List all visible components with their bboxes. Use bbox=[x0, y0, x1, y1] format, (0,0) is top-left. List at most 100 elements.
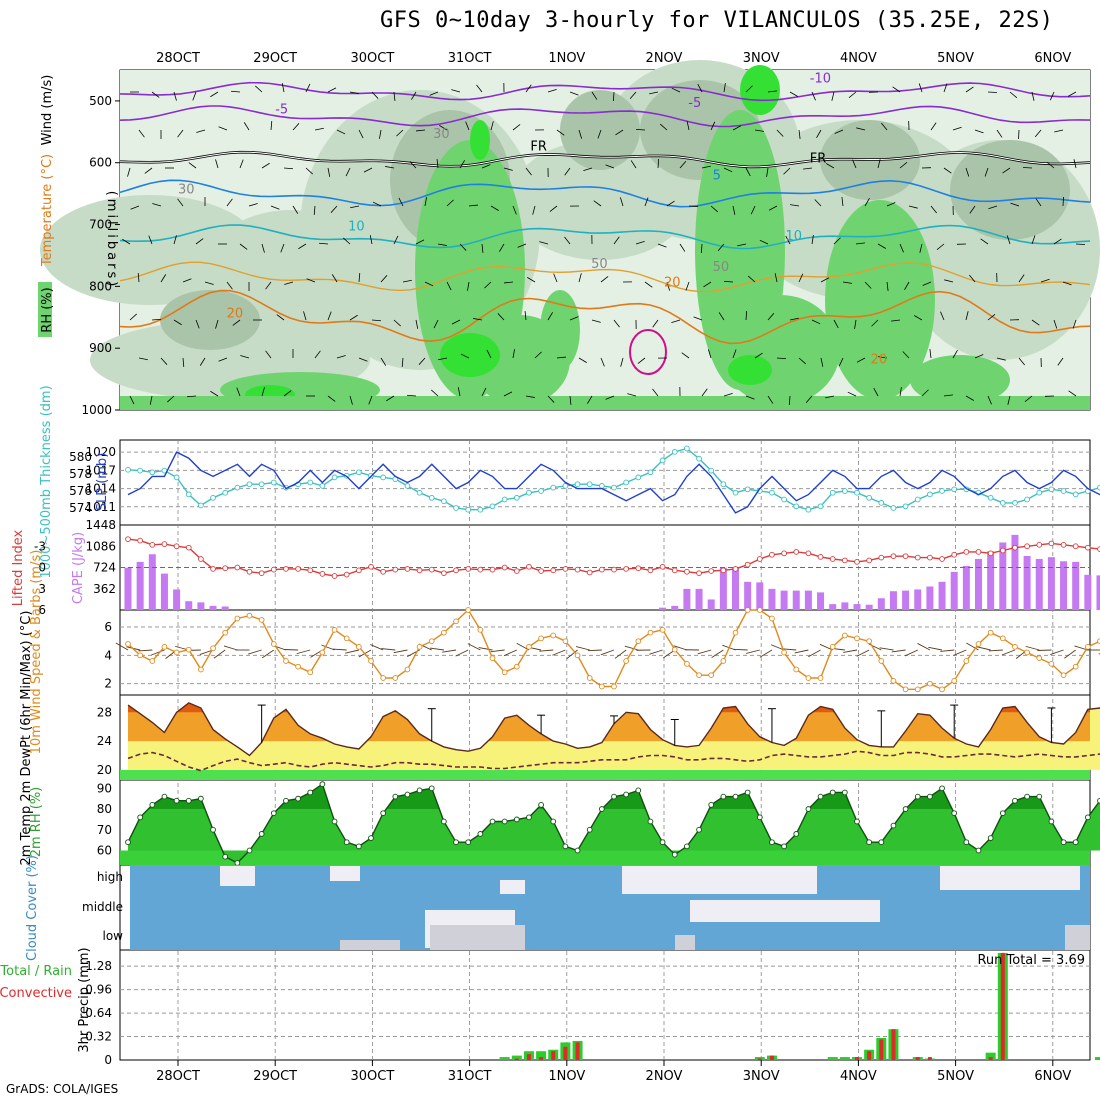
precip-legend-total: Total / Rain bbox=[0, 964, 72, 979]
cape-bar bbox=[1060, 561, 1068, 610]
li-tick: -3 bbox=[34, 539, 46, 553]
thickness-line-marker bbox=[939, 488, 945, 494]
wind-barb bbox=[336, 129, 346, 135]
rh-tick: 80 bbox=[97, 802, 112, 816]
wind-barb bbox=[877, 243, 886, 249]
cape-bar bbox=[707, 599, 715, 610]
wind-barb-10m bbox=[904, 649, 918, 657]
wind-barb bbox=[776, 357, 787, 360]
wind-barb bbox=[723, 167, 733, 173]
wind-speed-line-marker bbox=[574, 652, 581, 659]
wind-barb-10m bbox=[794, 649, 809, 654]
wind-barb-10m bbox=[940, 649, 955, 652]
wind-barb-10m bbox=[1001, 649, 1016, 656]
wind-barb bbox=[327, 87, 337, 93]
wind-barb-10m bbox=[782, 648, 797, 651]
wind-speed-line-marker bbox=[671, 646, 678, 653]
rh-line-marker bbox=[769, 839, 775, 846]
wind-barb bbox=[848, 91, 857, 98]
wind-barb-10m bbox=[808, 649, 821, 658]
wind-speed-line-marker bbox=[696, 672, 702, 679]
wind-barb bbox=[921, 389, 929, 397]
wind-barb bbox=[371, 91, 379, 99]
wind-barb-10m bbox=[370, 644, 384, 651]
wind-speed-line-marker bbox=[477, 626, 484, 633]
rh-blob-dark-5 bbox=[560, 90, 640, 170]
contour-minus5 bbox=[119, 105, 1091, 128]
wind-speed-line-marker bbox=[538, 635, 544, 642]
wind-barb bbox=[659, 123, 668, 131]
top-date-5NOV: 5NOV bbox=[937, 51, 974, 66]
wind-barb bbox=[930, 122, 937, 131]
wind-speed-line-marker bbox=[270, 641, 277, 647]
wind-barb bbox=[481, 164, 491, 169]
wind-barb bbox=[439, 125, 448, 131]
thickness-line-marker bbox=[611, 484, 617, 491]
wind-barb bbox=[226, 281, 233, 290]
wind-barb bbox=[798, 129, 801, 139]
precip-total-bar bbox=[536, 1051, 547, 1060]
cape-bar bbox=[185, 601, 193, 610]
top-date-2NOV: 2NOV bbox=[646, 51, 683, 66]
wind-speed-line-marker bbox=[914, 686, 921, 693]
li-line-marker bbox=[185, 544, 192, 551]
wind-barb bbox=[798, 357, 807, 365]
wind-barb-10m bbox=[711, 649, 724, 659]
rh-line-marker bbox=[137, 814, 144, 821]
rh-blob-green-4 bbox=[825, 200, 935, 400]
li-line-marker bbox=[453, 567, 459, 574]
wind-tick: 2 bbox=[104, 677, 112, 691]
thickness-line-marker bbox=[902, 503, 909, 510]
wind-barb-10m bbox=[566, 649, 578, 660]
wind-barb bbox=[148, 235, 153, 245]
wind-barb-10m bbox=[332, 648, 347, 651]
wind-barb bbox=[490, 121, 494, 131]
wind-barb bbox=[776, 129, 784, 137]
wind-barb bbox=[965, 311, 969, 321]
thickness-line-marker bbox=[1072, 491, 1079, 498]
wind-barb bbox=[605, 164, 615, 169]
cape-bar bbox=[148, 554, 156, 610]
cape-bar bbox=[209, 605, 217, 610]
wind-barb bbox=[358, 272, 361, 283]
wind-barb bbox=[908, 205, 918, 209]
wind-barb bbox=[218, 126, 228, 131]
wind-speed-line-marker bbox=[149, 658, 156, 664]
rh-line-marker bbox=[586, 826, 593, 833]
wind-barb bbox=[591, 319, 601, 323]
li-line-marker bbox=[441, 570, 447, 577]
wind-barb bbox=[314, 350, 321, 359]
thickness-line-marker bbox=[927, 491, 933, 498]
thickness-tick: 578 bbox=[69, 467, 92, 481]
wind-barb bbox=[303, 311, 307, 321]
thickness-line-marker bbox=[817, 503, 824, 510]
wind-speed-line-marker bbox=[380, 675, 387, 681]
li-line-marker bbox=[720, 567, 727, 574]
rh-line-marker bbox=[368, 835, 374, 841]
wind-barb bbox=[433, 319, 439, 329]
wind-barb bbox=[825, 395, 835, 399]
panel-frame-slp bbox=[119, 439, 1091, 526]
thickness-line-marker bbox=[671, 449, 678, 455]
wind-barb bbox=[138, 357, 148, 361]
rh-line-marker bbox=[513, 816, 520, 823]
wind-barb-10m bbox=[733, 648, 748, 651]
cape-bar bbox=[792, 590, 800, 610]
wind-speed-line-marker bbox=[1072, 663, 1079, 670]
li-line-marker bbox=[708, 568, 715, 574]
wind-barb bbox=[671, 319, 681, 324]
wind-barb bbox=[504, 281, 514, 284]
li-line-marker bbox=[513, 568, 520, 574]
wind-speed-line-marker bbox=[283, 658, 289, 664]
cape-bar bbox=[659, 607, 667, 610]
wind-barb bbox=[525, 167, 532, 176]
wind-barb bbox=[490, 205, 499, 211]
wind-barb bbox=[327, 395, 336, 402]
li-line-marker bbox=[356, 567, 362, 574]
wind-speed-line-marker bbox=[526, 643, 532, 650]
thickness-line-marker bbox=[319, 483, 326, 489]
cape-bar bbox=[950, 571, 958, 610]
cape-bar bbox=[780, 590, 788, 610]
wind-barb bbox=[904, 281, 910, 290]
rh-line-marker bbox=[635, 787, 642, 794]
